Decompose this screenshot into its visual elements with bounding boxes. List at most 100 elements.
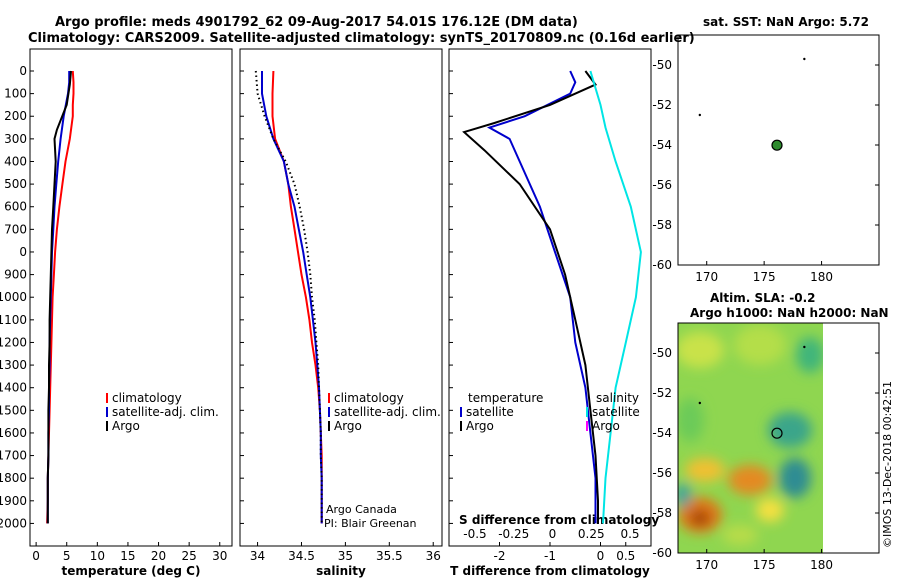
map-dot [698,113,702,117]
s-diff-tick-label: -0.25 [498,527,529,541]
x-tick-label: 10 [90,549,105,563]
x-axis-label: temperature (deg C) [62,564,201,578]
y-tick-label: 400 [4,154,27,168]
salinity-panel: Argo Canada PI: Blair Greenan 34 34.5 35 35… [239,48,443,578]
x-tick-label: 30 [212,549,227,563]
sst-map-title: sat. SST: NaN Argo: 5.72 [703,15,869,29]
sla-patch [690,510,710,526]
s-diff-tick-label: 0.5 [620,527,639,541]
y-tick-label: 1700 [0,449,27,463]
sst-map-panel: sat. SST: NaN Argo: 5.72 170 175 180 -60 -58… [652,15,880,284]
y-tick-label: 1000 [0,290,27,304]
y-tick-label: 200 [4,109,27,123]
legend-label: satellite [466,405,514,419]
x-tick-label: -1 [544,549,556,563]
map-y-tick-label: -52 [652,98,672,112]
legend-label: satellite-adj. clim. [334,405,441,419]
map-y-tick-label: -60 [652,546,672,560]
sla-patch [779,458,811,498]
x-tick-label: 34 [250,549,265,563]
temperature-panel: 0 5 10 15 20 25 30 temperature (deg C) 0 100 200 30… [0,48,233,578]
x-tick-label: 0 [32,549,40,563]
legend-label: Argo [334,419,362,433]
sla-patch [722,525,758,545]
title-line-2: Climatology: CARS2009. Satellite-adjuste… [28,31,695,46]
x-tick-label: 34.5 [288,549,315,563]
map-x-tick-label: 175 [753,270,776,284]
sla-heatmap [678,323,823,553]
x-tick-label: 25 [182,549,197,563]
y-tick-label: 1400 [0,381,27,395]
map-x-tick-label: 170 [695,558,718,572]
temperature-satellite-line [486,70,597,524]
map-x-tick-label: 170 [695,270,718,284]
satellite-adj-clim--line [261,71,323,524]
map-dot [803,57,806,61]
sla-patch [685,458,725,482]
y-tick-label: 1500 [0,403,27,417]
y-tick-label: 900 [4,268,27,282]
legend-label: climatology [334,391,404,405]
difference-panel-frame [448,48,652,547]
x-tick-label: -2 [494,549,506,563]
map-y-tick-label: -58 [652,506,672,520]
x-tick-label: 15 [120,549,135,563]
sla-patch [734,325,786,365]
s-difference-label: S difference from climatology [459,513,659,527]
x-tick-label: 0 [597,549,605,563]
argo-float-marker [771,139,783,151]
x-tick-label: 35.5 [376,549,403,563]
x-axis-label: T difference from climatology [450,564,650,578]
sla-patch [768,412,812,448]
y-tick-label: 700 [4,222,27,236]
y-tick-label: 0 [19,64,27,78]
y-tick-label: 1900 [0,494,27,508]
y-tick-label: 0 [19,245,27,259]
y-tick-label: 1600 [0,426,27,440]
legend-label: satellite [592,405,640,419]
imos-credit: ©IMOS 13-Dec-2018 00:42:51 [881,381,894,548]
map-dot [698,401,702,405]
sla-title-line-2: Argo h1000: NaN h2000: NaN [690,306,889,320]
climatology-line [271,70,323,524]
credit-pi: PI: Blair Greenan [324,517,417,530]
y-tick-label: 500 [4,177,27,191]
argo-line [46,70,72,524]
y-tick-label: 1200 [0,335,27,349]
legend-title-temperature: temperature [468,391,543,405]
s-diff-tick-label: -0.5 [463,527,486,541]
legend-label: climatology [112,391,182,405]
sla-map-frame [677,322,880,554]
sla-patch [728,465,772,495]
map-y-tick-label: -50 [652,346,672,360]
map-x-tick-label: 180 [810,558,833,572]
s-diff-tick-label: 0 [549,527,557,541]
y-tick-label: 600 [4,200,27,214]
map-y-tick-label: -54 [652,426,672,440]
y-tick-label: 1300 [0,358,27,372]
sla-patch [756,498,784,522]
map-y-tick-label: -54 [652,138,672,152]
x-tick-label: 5 [63,549,71,563]
map-x-tick-label: 175 [753,558,776,572]
x-axis-label: salinity [316,564,366,578]
temperature-argo-line [462,70,599,524]
x-tick-label: 35 [338,549,353,563]
argo-line [254,70,323,524]
s-diff-tick-label: 0.25 [578,527,605,541]
sla-map-panel: Altim. SLA: -0.2 Argo h1000: NaN h2000: … [652,291,888,572]
x-tick-label: 20 [151,549,166,563]
map-y-tick-label: -52 [652,386,672,400]
map-y-tick-label: -58 [652,218,672,232]
sla-float-marker [771,427,783,439]
sst-map-frame [677,34,880,266]
y-tick-label: 1100 [0,313,27,327]
legend-label: Argo [466,419,494,433]
y-tick-label: 2000 [0,516,27,530]
map-x-tick-label: 180 [810,270,833,284]
credit-argo-canada: Argo Canada [326,503,397,516]
x-tick-label: 36 [426,549,441,563]
y-tick-label: 100 [4,87,27,101]
y-tick-label: 1800 [0,471,27,485]
